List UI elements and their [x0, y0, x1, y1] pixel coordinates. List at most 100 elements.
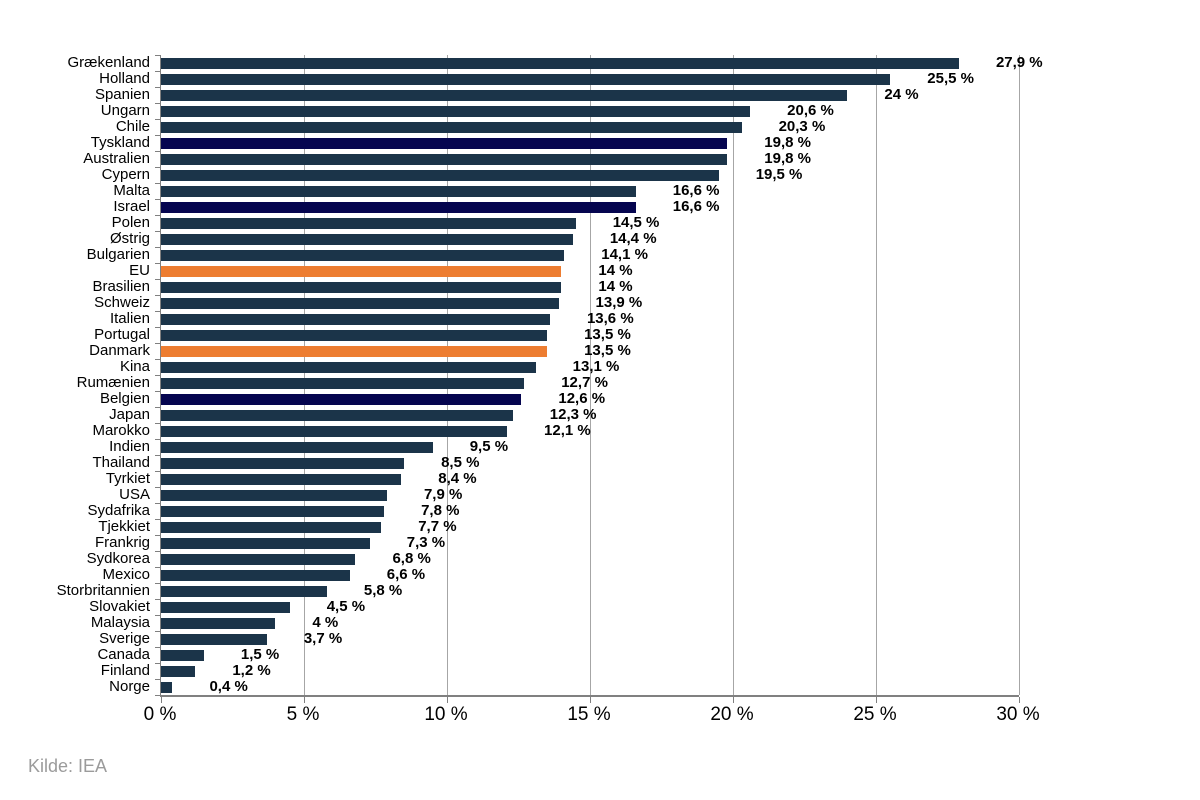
bar-brasilien	[161, 281, 562, 293]
category-label: Holland	[99, 70, 150, 87]
category-label: Danmark	[89, 342, 150, 359]
bar-usa	[161, 489, 387, 501]
category-label: EU	[129, 262, 150, 279]
value-label: 6,6 %	[386, 566, 426, 583]
category-label: Frankrig	[94, 534, 150, 551]
y-axis-tick	[155, 695, 160, 696]
value-label: 13,6 %	[586, 310, 634, 327]
y-axis-tick	[155, 119, 160, 120]
y-axis-tick	[155, 263, 160, 264]
value-label: 13,9 %	[595, 294, 643, 311]
value-label: 13,5 %	[584, 326, 631, 343]
value-label: 19,5 %	[755, 166, 803, 183]
y-axis-tick	[155, 231, 160, 232]
value-label: 8,4 %	[438, 470, 477, 487]
bar-sydafrika	[161, 505, 385, 517]
bar-tjekkiet	[161, 521, 382, 533]
bar-norge	[161, 681, 173, 693]
y-axis-category-labels: Grækenland Holland Spanien Ungarn Chile Tyskl…	[0, 55, 150, 695]
category-label: Australien	[83, 150, 150, 167]
gridline	[589, 55, 591, 695]
value-label: 12,6 %	[558, 390, 606, 407]
y-axis-tick	[155, 247, 160, 248]
x-axis-tick-label: 20 %	[710, 704, 754, 725]
y-axis-tick	[155, 615, 160, 616]
y-axis-tick	[155, 55, 160, 56]
category-label: Spanien	[94, 86, 150, 103]
bar-canada	[161, 649, 204, 661]
category-label: Sverige	[99, 630, 150, 647]
y-axis-tick	[155, 327, 160, 328]
y-axis-tick	[155, 311, 160, 312]
y-axis-tick	[155, 647, 160, 648]
y-axis-tick	[155, 679, 160, 680]
bar-mexico	[161, 569, 350, 581]
value-label: 14,1 %	[601, 246, 648, 263]
bar-sverige	[161, 633, 267, 645]
bar-frankrig	[161, 537, 370, 549]
value-label: 1,5 %	[240, 646, 280, 663]
value-label: 13,5 %	[584, 342, 631, 359]
y-axis-tick	[155, 359, 160, 360]
y-axis-tick	[155, 375, 160, 376]
y-axis-tick	[155, 183, 160, 184]
y-axis-tick	[155, 391, 160, 392]
plot-area: 27,9 % 25,5 % 24 % 20,6 % 20,3 % 19,8 % 19,8 %…	[155, 55, 1043, 703]
y-axis-tick	[155, 663, 160, 664]
category-label: Norge	[109, 678, 150, 695]
y-axis-tick	[155, 519, 160, 520]
value-label: 5,8 %	[363, 582, 403, 599]
value-label: 24 %	[884, 86, 919, 103]
value-label: 7,9 %	[423, 486, 463, 503]
bar-tyskland	[161, 137, 728, 149]
value-label: 0,4 %	[209, 678, 248, 695]
category-label: Ungarn	[100, 102, 150, 119]
bar-polen	[161, 217, 576, 229]
category-label: Thailand	[92, 454, 150, 471]
gridline	[1018, 55, 1020, 695]
category-label: Tyskland	[90, 134, 150, 151]
bar-thailand	[161, 457, 405, 469]
value-label: 7,7 %	[418, 518, 457, 535]
bar-østrig	[161, 233, 573, 245]
category-label: Bulgarien	[86, 246, 150, 263]
value-label: 14,5 %	[612, 214, 660, 231]
y-axis-tick	[155, 535, 160, 536]
bar-indien	[161, 441, 433, 453]
bar-kina	[161, 361, 536, 373]
bar-danmark	[161, 345, 548, 357]
y-axis-tick	[155, 471, 160, 472]
source-note: Kilde: IEA	[28, 756, 108, 776]
value-label: 19,8 %	[764, 134, 811, 151]
category-label: USA	[119, 486, 150, 503]
y-axis-tick	[155, 151, 160, 152]
y-axis-tick	[155, 71, 160, 72]
bar-finland	[161, 665, 196, 677]
x-axis-tick	[589, 697, 591, 703]
value-label: 6,8 %	[392, 550, 431, 567]
value-label: 16,6 %	[672, 198, 720, 215]
category-label: Sydkorea	[86, 550, 150, 567]
value-label: 12,7 %	[561, 374, 608, 391]
x-axis-tick	[875, 697, 877, 703]
value-label: 13,1 %	[572, 358, 620, 375]
category-label: Mexico	[102, 566, 150, 583]
value-label: 20,3 %	[778, 118, 826, 135]
y-axis-tick	[155, 295, 160, 296]
value-label: 7,3 %	[406, 534, 446, 551]
category-label: Italien	[109, 310, 150, 327]
x-axis-tick	[732, 697, 734, 703]
value-label: 27,9 %	[995, 54, 1043, 71]
bar-holland	[161, 73, 891, 85]
value-label: 14,4 %	[609, 230, 657, 247]
category-label: Kina	[119, 358, 150, 375]
value-label: 8,5 %	[441, 454, 480, 471]
y-axis-tick	[155, 199, 160, 200]
y-axis-tick	[155, 103, 160, 104]
category-label: Israel	[113, 198, 150, 215]
y-axis-tick	[155, 407, 160, 408]
bar-schweiz	[161, 297, 559, 309]
y-axis-tick	[155, 567, 160, 568]
value-label: 25,5 %	[927, 70, 974, 87]
y-axis-tick	[155, 455, 160, 456]
